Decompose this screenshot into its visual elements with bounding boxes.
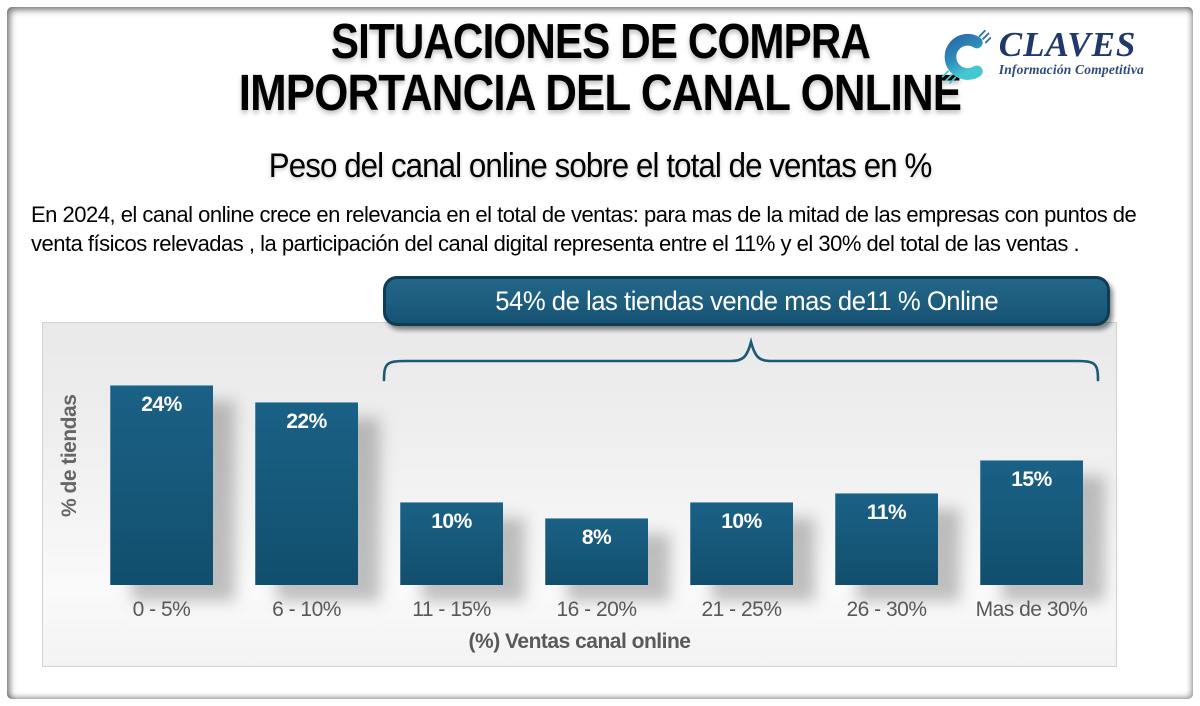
claves-logo: CLAVES Información Competitiva: [939, 27, 1144, 90]
bar: 8%: [545, 518, 648, 585]
page-title-line2: IMPORTANCIA DEL CANAL ONLINE: [30, 67, 1170, 118]
bar-value-label: 24%: [141, 393, 182, 416]
claves-logo-tagline: Información Competitiva: [998, 62, 1144, 77]
bar: 24%: [110, 385, 213, 585]
bar-value-label: 11%: [866, 501, 907, 524]
category-label: 0 - 5%: [132, 598, 191, 621]
claves-logo-icon: [939, 27, 993, 90]
y-axis-label: % de tiendas: [58, 394, 81, 518]
bar-value-label: 10%: [721, 510, 762, 533]
page-title-line1-text: SITUACIONES DE COMPRA: [330, 15, 870, 69]
category-label: 6 - 10%: [272, 598, 341, 621]
x-axis-label: (%) Ventas canal online: [468, 630, 691, 653]
page-title-line2-text: IMPORTANCIA DEL CANAL ONLINE: [238, 64, 962, 121]
bar-value-label: 15%: [1011, 468, 1052, 491]
category-label: 16 - 20%: [556, 598, 637, 621]
chart-subtitle: Peso del canal online sobre el total de …: [30, 147, 1170, 186]
bar: 15%: [980, 460, 1083, 585]
callout-text: 54% de las tiendas vende mas de11 % Onli…: [495, 285, 998, 316]
bar-value-label: 22%: [286, 410, 327, 433]
bar: 10%: [400, 502, 503, 585]
category-label: 21 - 25%: [701, 598, 782, 621]
bar-value-label: 8%: [581, 526, 612, 549]
claves-logo-name: CLAVES: [998, 25, 1137, 64]
bar: 22%: [255, 402, 358, 585]
bar-value-label: 10%: [431, 510, 472, 533]
chart-subtitle-text: Peso del canal online sobre el total de …: [268, 147, 932, 185]
category-label: 11 - 15%: [412, 598, 491, 621]
claves-logo-text: CLAVES Información Competitiva: [999, 27, 1144, 77]
page-title: SITUACIONES DE COMPRA IMPORTANCIA DEL CA…: [30, 18, 1170, 119]
intro-paragraph: En 2024, el canal online crece en releva…: [31, 202, 1137, 256]
category-label: 26 - 30%: [846, 598, 927, 621]
bar: 11%: [835, 493, 938, 585]
bracket-brace: [382, 336, 1100, 382]
category-label: Mas de 30%: [975, 598, 1088, 621]
page-title-line1: SITUACIONES DE COMPRA: [30, 18, 1170, 67]
callout-banner: 54% de las tiendas vende mas de11 % Onli…: [383, 276, 1110, 326]
bar: 10%: [690, 502, 793, 585]
